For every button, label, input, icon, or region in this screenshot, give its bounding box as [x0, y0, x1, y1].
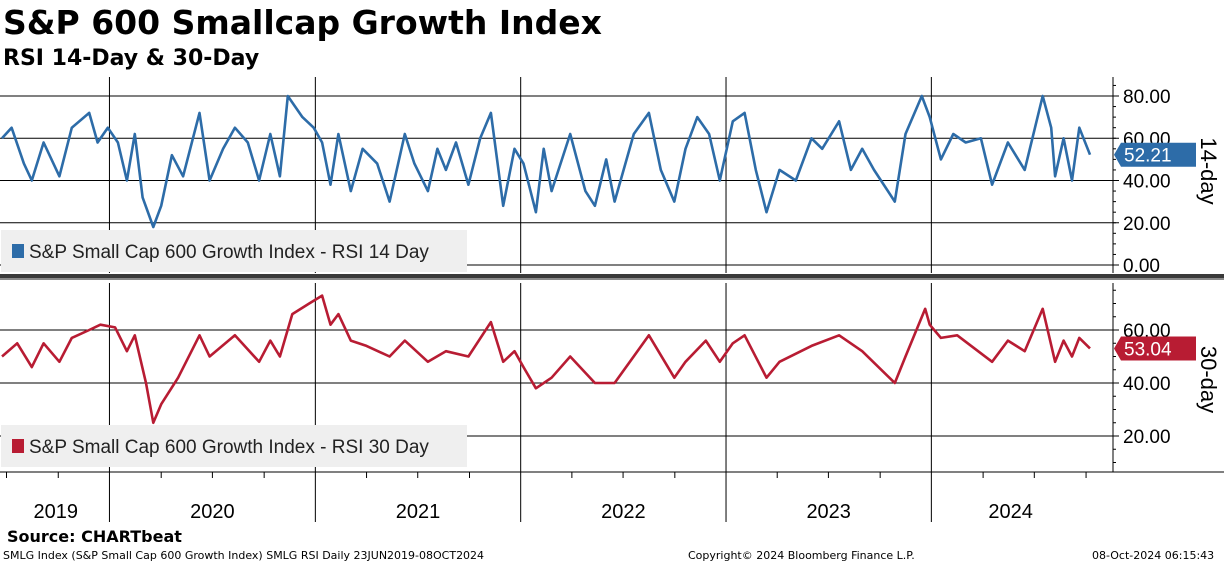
series-layer [1, 94, 1092, 425]
rsi-14-line [1, 94, 1092, 229]
chart-title: S&P 600 Smallcap Growth Index [3, 3, 602, 42]
panel-side-label: 30-day [1196, 346, 1221, 413]
footer-timestamp: 08-Oct-2024 06:15:43 [1092, 549, 1215, 562]
chart-subtitle: RSI 14-Day & 30-Day [3, 46, 260, 71]
panel-side-label: 14-day [1196, 137, 1221, 204]
last-value-label: 52.21 [1124, 146, 1172, 167]
x-year-label: 2020 [190, 501, 235, 523]
legend-swatch [12, 439, 24, 453]
x-year-label: 2021 [396, 501, 441, 523]
source-note: Source: CHARTbeat [7, 527, 182, 546]
y-tick-label: 20.00 [1123, 427, 1171, 448]
last-value-badge [1114, 336, 1196, 361]
x-year-label: 2024 [988, 501, 1033, 523]
y-tick-label: 20.00 [1123, 214, 1171, 235]
legend-label: S&P Small Cap 600 Growth Index - RSI 14 … [29, 242, 429, 263]
x-year-label: 2019 [33, 501, 78, 523]
legend-box [1, 425, 467, 467]
legend-box [1, 230, 467, 272]
y-tick-label: 40.00 [1123, 374, 1171, 395]
footer-copyright: Copyright© 2024 Bloomberg Finance L.P. [688, 549, 915, 562]
x-year-label: 2023 [806, 501, 851, 523]
panel-separator [0, 274, 1224, 278]
legend-layer: S&P Small Cap 600 Growth Index - RSI 14 … [1, 230, 467, 467]
y-tick-label: 80.00 [1123, 87, 1171, 108]
panel-separator-shadow [0, 278, 1224, 280]
last-value-label: 53.04 [1124, 339, 1172, 360]
footer-ticker-info: SMLG Index (S&P Small Cap 600 Growth Ind… [3, 549, 485, 562]
legend-label: S&P Small Cap 600 Growth Index - RSI 30 … [29, 437, 429, 458]
y-tick-label: 0.00 [1123, 256, 1160, 277]
y-tick-label: 40.00 [1123, 172, 1171, 193]
legend-swatch [12, 244, 24, 258]
rsi-30-line [1, 294, 1091, 425]
x-year-label: 2022 [601, 501, 646, 523]
last-value-badge [1114, 142, 1196, 167]
